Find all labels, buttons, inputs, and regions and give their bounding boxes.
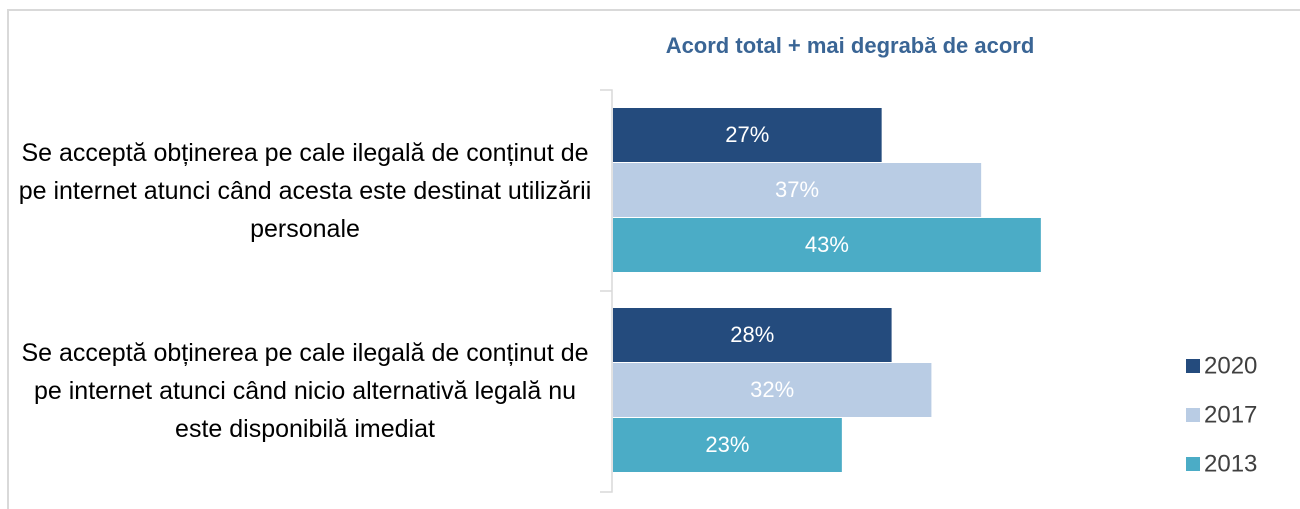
legend-label: 2013 (1204, 450, 1257, 477)
bar (613, 308, 892, 362)
chart-title: Acord total + mai degrabă de acord (666, 33, 1035, 58)
bar (613, 418, 842, 472)
category-label: Se acceptă obținerea pe cale ilegală de … (18, 138, 592, 243)
legend-swatch (1186, 408, 1200, 422)
bar (613, 363, 932, 417)
value-label: 23% (705, 432, 749, 457)
legend-swatch (1186, 457, 1200, 471)
value-label: 32% (750, 377, 794, 402)
value-label: 37% (775, 177, 819, 202)
bar (613, 218, 1041, 272)
frame (7, 9, 1300, 509)
value-label: 43% (805, 232, 849, 257)
bar (613, 108, 882, 162)
legend-label: 2020 (1204, 352, 1257, 379)
category-axis (600, 89, 613, 493)
legend-label: 2017 (1204, 401, 1257, 428)
category-label: Se acceptă obținerea pe cale ilegală de … (21, 338, 589, 443)
bar (613, 163, 982, 217)
value-label: 28% (730, 322, 774, 347)
legend-swatch (1186, 359, 1200, 373)
value-label: 27% (725, 122, 769, 147)
